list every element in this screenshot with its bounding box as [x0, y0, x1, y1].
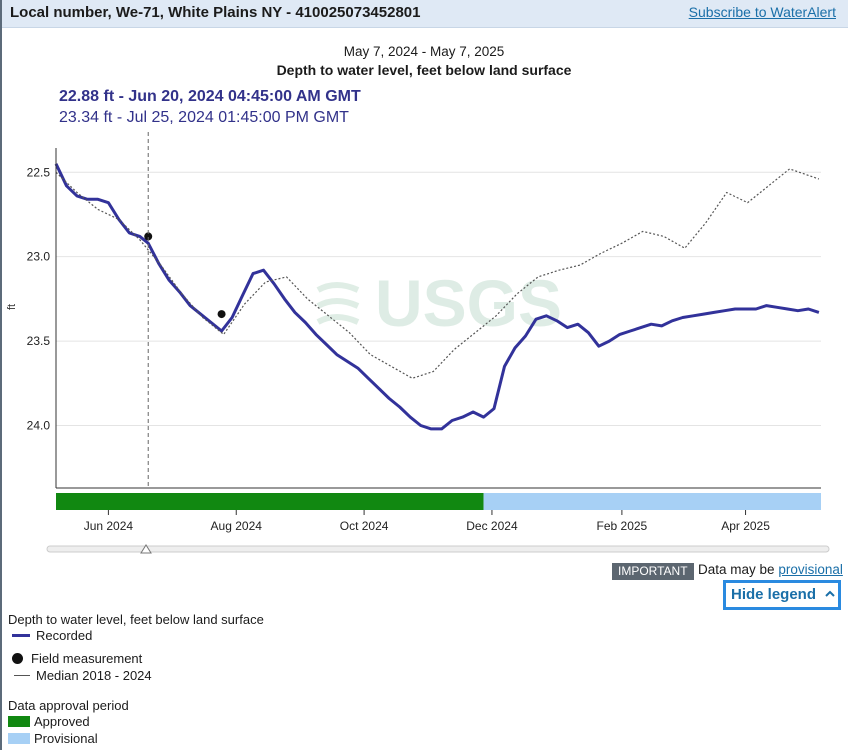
important-badge[interactable]: IMPORTANT	[612, 563, 694, 580]
x-axis-ticks: Jun 2024 Aug 2024 Oct 2024 Dec 2024 Feb 2025…	[84, 510, 770, 533]
hide-legend-button[interactable]: Hide legend	[723, 580, 841, 610]
approved-swatch	[8, 716, 30, 727]
tooltip-primary: 22.88 ft - Jun 20, 2024 04:45:00 AM GMT	[59, 88, 361, 105]
legend-provisional-label: Provisional	[34, 731, 98, 746]
chart-title: Depth to water level, feet below land su…	[276, 62, 572, 78]
legend-item-field-measurement: Field measurement	[12, 651, 142, 666]
median-swatch	[14, 675, 30, 676]
left-border	[0, 27, 2, 750]
hide-legend-label: Hide legend	[731, 586, 817, 603]
provisional-swatch	[8, 733, 30, 744]
approval-heading: Data approval period	[8, 698, 129, 713]
x-tick-label: Aug 2024	[211, 519, 263, 533]
plot-frame	[55, 148, 821, 489]
approval-segment-provisional	[483, 493, 821, 510]
y-tick-label: 23.5	[27, 334, 51, 348]
y-tick-label: 22.5	[27, 165, 51, 179]
provisional-notice-text: Data may be	[698, 562, 775, 577]
hydrograph-chart[interactable]: USGS 22.5 23.0 23.5 24.0 ft Jun 2024 Aug 202…	[0, 130, 848, 560]
legend-item-recorded: Recorded	[12, 628, 92, 643]
slider-handle[interactable]	[140, 544, 152, 554]
x-tick-label: Dec 2024	[466, 519, 518, 533]
approval-segment-approved	[56, 493, 484, 510]
field-measurement-points	[144, 232, 226, 319]
legend-median-label: Median 2018 - 2024	[36, 668, 152, 683]
site-title: Local number, We-71, White Plains NY - 4…	[10, 4, 421, 21]
usgs-watermark: USGS	[316, 266, 562, 340]
legend-recorded-label: Recorded	[36, 628, 93, 643]
chart-date-range: May 7, 2024 - May 7, 2025	[343, 44, 505, 59]
legend-approved-label: Approved	[34, 714, 90, 729]
y-axis-ticks: 22.5 23.0 23.5 24.0	[27, 165, 51, 432]
subscribe-wateralert-link[interactable]: Subscribe to WaterAlert	[688, 4, 836, 20]
legend-item-provisional: Provisional	[8, 731, 98, 746]
time-slider[interactable]	[46, 544, 830, 554]
x-tick-label: Apr 2025	[721, 519, 770, 533]
gridlines	[56, 171, 821, 427]
recorded-series-line	[54, 163, 820, 431]
usgs-wave-icon	[316, 282, 360, 325]
legend-heading: Depth to water level, feet below land su…	[8, 612, 264, 627]
x-tick-label: Jun 2024	[84, 519, 134, 533]
watermark-text: USGS	[375, 266, 562, 340]
legend-item-approved: Approved	[8, 714, 90, 729]
y-tick-label: 23.0	[27, 250, 51, 264]
chevron-up-icon	[825, 590, 835, 597]
median-series-line	[55, 168, 820, 379]
field-measurement-point	[144, 232, 153, 241]
y-tick-label: 24.0	[27, 419, 51, 433]
field-measurement-swatch	[12, 653, 23, 664]
recorded-swatch	[12, 634, 30, 637]
x-tick-label: Feb 2025	[597, 519, 648, 533]
field-measurement-point	[217, 310, 226, 319]
y-axis-label: ft	[6, 304, 18, 310]
slider-track[interactable]	[46, 545, 830, 553]
provisional-link[interactable]: provisional	[778, 562, 843, 577]
approval-period-bar	[56, 493, 821, 510]
legend-field-label: Field measurement	[31, 651, 143, 666]
series-lines	[54, 163, 820, 431]
provisional-notice: Data may be provisional	[698, 562, 843, 577]
page-header: Local number, We-71, White Plains NY - 4…	[0, 0, 848, 28]
tooltip-secondary: 23.34 ft - Jul 25, 2024 01:45:00 PM GMT	[59, 109, 349, 126]
x-tick-label: Oct 2024	[340, 519, 389, 533]
legend-item-median: Median 2018 - 2024	[12, 668, 152, 683]
